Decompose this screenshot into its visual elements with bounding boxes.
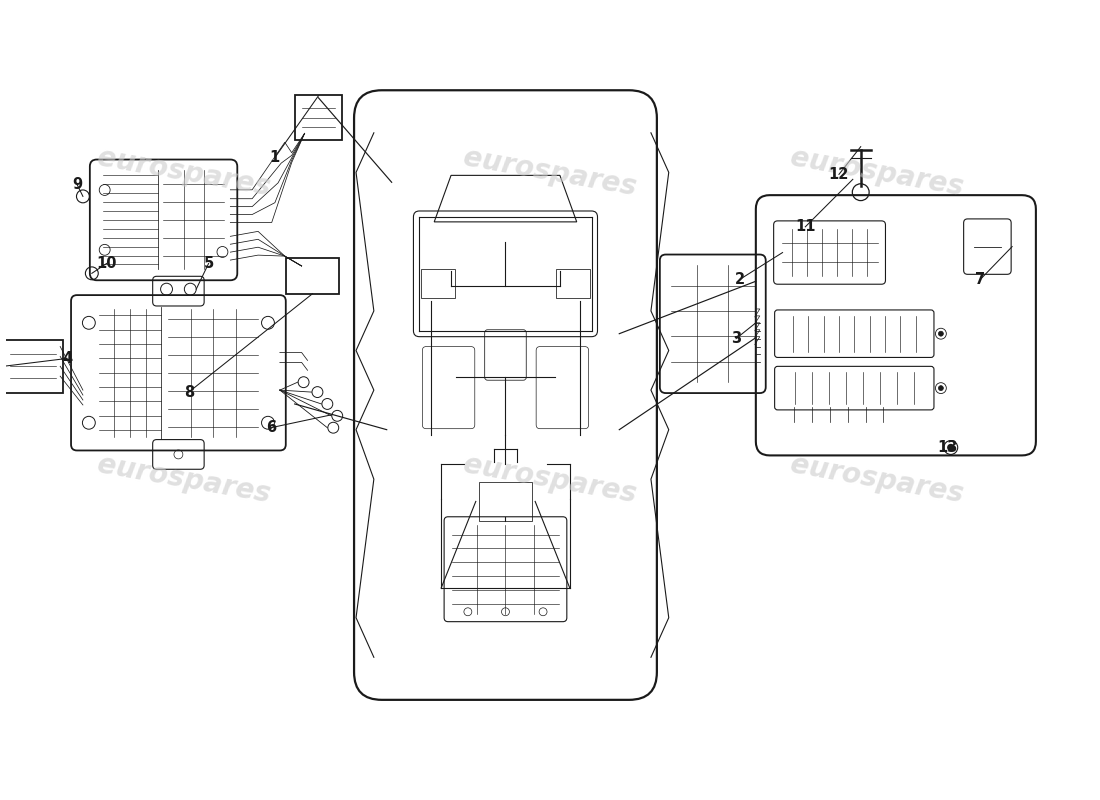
Text: eurospares: eurospares (95, 143, 273, 202)
Text: 11: 11 (795, 219, 815, 234)
Text: 4: 4 (62, 351, 73, 366)
Text: 2: 2 (735, 272, 745, 286)
Text: eurospares: eurospares (461, 450, 639, 508)
Text: 10: 10 (97, 256, 117, 271)
Text: 5: 5 (204, 256, 213, 271)
Text: 1: 1 (270, 150, 280, 165)
Text: 12: 12 (828, 167, 849, 182)
Text: eurospares: eurospares (95, 450, 273, 508)
Text: eurospares: eurospares (461, 143, 639, 202)
Text: 6: 6 (266, 420, 276, 435)
Circle shape (948, 445, 954, 450)
Text: eurospares: eurospares (788, 143, 966, 202)
Circle shape (938, 386, 944, 390)
Text: eurospares: eurospares (788, 450, 966, 508)
Circle shape (938, 331, 944, 336)
Text: 9: 9 (72, 177, 82, 192)
Text: 13: 13 (937, 440, 958, 455)
Text: 8: 8 (184, 385, 194, 399)
Text: 3: 3 (732, 331, 741, 346)
Text: 7: 7 (976, 272, 986, 286)
